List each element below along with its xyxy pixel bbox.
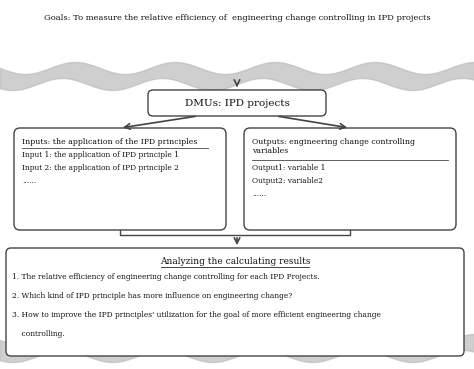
Text: DMUs: IPD projects: DMUs: IPD projects: [184, 99, 290, 107]
Text: 1. The relative efficiency of engineering change controlling for each IPD Projec: 1. The relative efficiency of engineerin…: [12, 273, 319, 281]
Text: Inputs: the application of the IPD principles: Inputs: the application of the IPD princ…: [22, 138, 197, 146]
Text: Input 2: the application of IPD principle 2: Input 2: the application of IPD principl…: [22, 164, 179, 172]
Text: 2. Which kind of IPD principle has more influence on engineering change?: 2. Which kind of IPD principle has more …: [12, 292, 292, 300]
Text: Goals: To measure the relative efficiency of  engineering change controlling in : Goals: To measure the relative efficienc…: [44, 14, 430, 22]
Text: 3. How to improve the IPD principles' utilization for the goal of more efficient: 3. How to improve the IPD principles' ut…: [12, 311, 381, 319]
FancyBboxPatch shape: [6, 248, 464, 356]
FancyBboxPatch shape: [244, 128, 456, 230]
Text: Output2: variable2: Output2: variable2: [252, 177, 323, 185]
Text: Input 1: the application of IPD principle 1: Input 1: the application of IPD principl…: [22, 151, 179, 159]
Text: Outputs: engineering change controlling
variables: Outputs: engineering change controlling …: [252, 138, 415, 155]
Text: ......: ......: [22, 177, 36, 185]
Text: Output1: variable 1: Output1: variable 1: [252, 164, 325, 172]
Text: ......: ......: [252, 190, 266, 198]
Text: Analyzing the calculating results: Analyzing the calculating results: [160, 257, 310, 266]
FancyBboxPatch shape: [148, 90, 326, 116]
Text: controlling.: controlling.: [12, 330, 65, 338]
FancyBboxPatch shape: [14, 128, 226, 230]
